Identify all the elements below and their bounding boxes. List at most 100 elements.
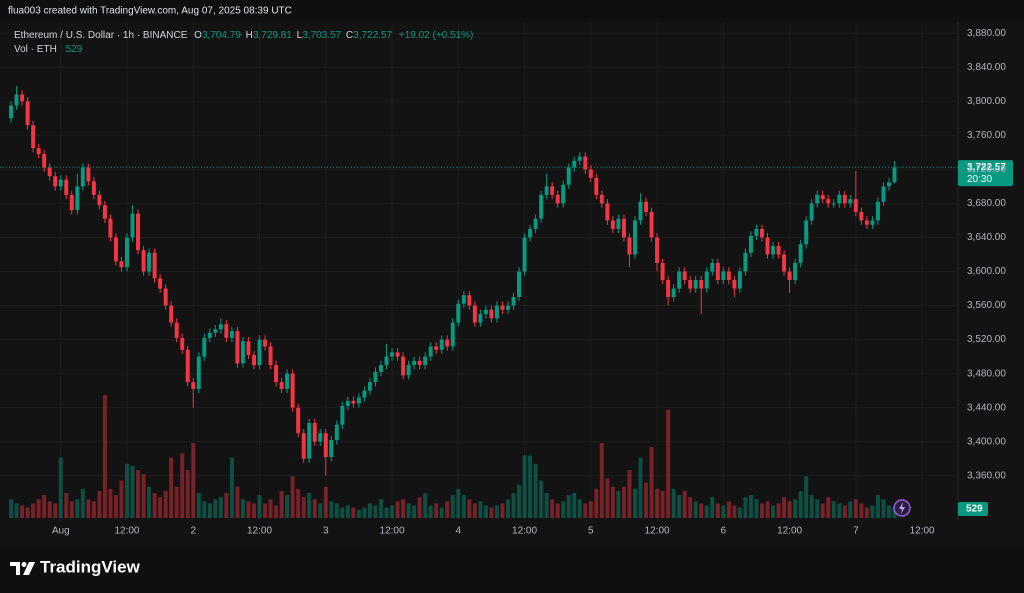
- candle-body: [169, 305, 174, 323]
- candle-body: [406, 365, 411, 376]
- candle-body: [886, 182, 891, 187]
- volume-bar: [748, 495, 753, 518]
- volume-bar: [412, 505, 417, 518]
- candle-body: [401, 356, 406, 376]
- candle-body: [69, 194, 74, 211]
- candle-body: [36, 148, 41, 155]
- legend-value: 3,704.79: [202, 30, 241, 41]
- candle-body: [826, 199, 831, 204]
- alert-bolt: [899, 502, 905, 514]
- candle-body: [682, 271, 687, 280]
- volume-bar: [390, 505, 395, 518]
- volume-bar: [251, 503, 256, 518]
- credit: flua003 created with TradingView.com, Au…: [8, 6, 292, 17]
- candle-body: [693, 280, 698, 289]
- volume-bar: [224, 493, 229, 518]
- volume-bar: [782, 497, 787, 518]
- candle-body: [351, 400, 356, 404]
- legend-key: H: [246, 30, 253, 41]
- candle-body: [340, 405, 345, 425]
- volume-bar: [820, 503, 825, 518]
- volume-bar: [467, 499, 472, 518]
- volume-bar: [147, 486, 152, 518]
- last-price-tag: [958, 160, 1013, 187]
- y-tick-label: 3,440.00: [967, 402, 1006, 413]
- volume-bar: [113, 495, 118, 518]
- volume-bar: [699, 503, 704, 518]
- candle-body: [417, 360, 422, 366]
- y-tick-label: 3,600.00: [967, 266, 1006, 277]
- candle-body: [848, 199, 853, 204]
- candle-body: [489, 309, 494, 319]
- candle-body: [91, 181, 96, 195]
- candle-body: [25, 101, 30, 126]
- volume-bars: [9, 395, 897, 518]
- x-tick-label: 3: [323, 526, 329, 537]
- symbol: Ethereum / U.S. Dollar · 1h · BINANCE: [14, 30, 188, 41]
- volume-bar: [682, 490, 687, 518]
- legend-key: C: [346, 30, 353, 41]
- candle-body: [224, 324, 229, 338]
- volume-bar: [588, 501, 593, 518]
- volume-bar: [472, 503, 477, 518]
- volume-bar: [108, 488, 113, 518]
- y-tick-label: 3,640.00: [967, 232, 1006, 243]
- candle-body: [14, 94, 19, 106]
- x-tick-label: 5: [588, 526, 594, 537]
- candle-body: [605, 203, 610, 221]
- volume-bar: [290, 476, 295, 518]
- candle-body: [748, 235, 753, 253]
- candle-body: [632, 220, 637, 255]
- candle-body: [367, 382, 372, 391]
- volume-bar: [91, 501, 96, 518]
- y-tick-label: 3,400.00: [967, 436, 1006, 447]
- volume-bar: [655, 488, 660, 518]
- candle-body: [599, 194, 604, 204]
- candle-body: [423, 356, 428, 366]
- volume-bar: [9, 499, 14, 518]
- volume-bar: [771, 505, 776, 518]
- candle-body: [97, 194, 102, 206]
- candle-body: [494, 305, 499, 319]
- volume-bar: [180, 453, 185, 518]
- candle-body: [102, 205, 107, 219]
- volume-bar: [489, 507, 494, 518]
- volume-bar: [53, 503, 58, 518]
- volume-bar: [119, 480, 124, 518]
- y-tick-label: 3,800.00: [967, 96, 1006, 107]
- volume-bar: [511, 493, 516, 518]
- candle-body: [732, 280, 737, 289]
- volume-bar: [561, 501, 566, 518]
- volume-bar: [373, 505, 378, 518]
- volume-bar: [329, 501, 334, 518]
- candle-body: [428, 346, 433, 357]
- x-tick-label: 12:00: [910, 526, 935, 537]
- volume-bar: [384, 507, 389, 518]
- candle-body: [804, 220, 809, 245]
- volume-bar: [649, 447, 654, 518]
- candle-body: [831, 203, 836, 205]
- volume-bar: [20, 505, 25, 518]
- volume-bar: [605, 478, 610, 518]
- candle-body: [20, 94, 25, 102]
- candle-body: [892, 167, 897, 183]
- x-tick-label: 7: [853, 526, 859, 537]
- volume-title: Vol · ETH: [14, 44, 57, 55]
- candle-body: [787, 271, 792, 280]
- volume-bar: [14, 503, 19, 518]
- volume-bar: [787, 501, 792, 518]
- volume-bar: [494, 505, 499, 518]
- candle-body: [754, 228, 759, 236]
- volume-bar: [185, 470, 190, 518]
- candle-body: [677, 271, 682, 289]
- x-tick-label: 12:00: [247, 526, 272, 537]
- candle-body: [577, 156, 582, 161]
- volume-bar: [555, 503, 560, 518]
- volume-bar: [450, 495, 455, 518]
- volume-bar: [853, 499, 858, 518]
- candle-body: [809, 203, 814, 221]
- volume-bar: [726, 501, 731, 518]
- volume-bar: [86, 499, 91, 518]
